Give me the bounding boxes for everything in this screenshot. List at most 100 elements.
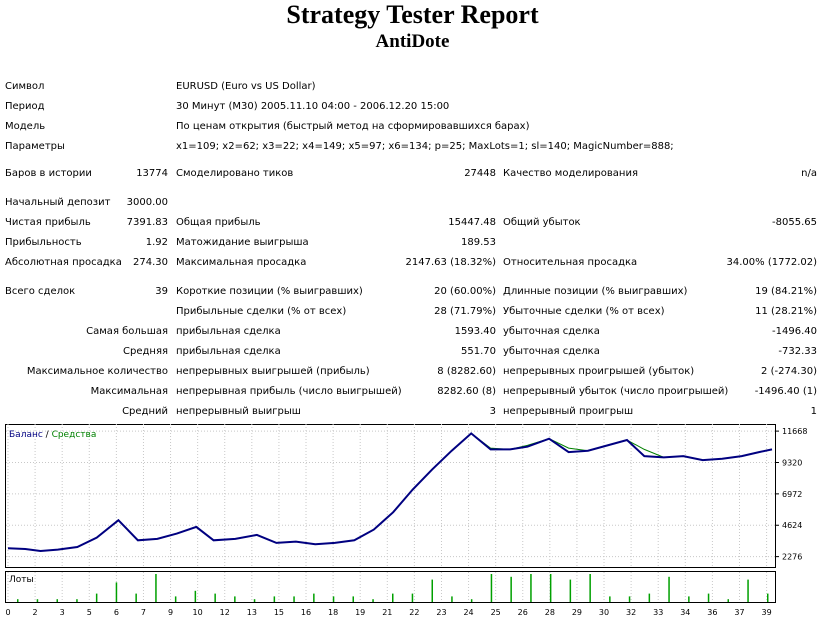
largest-loss-value: -1496.40 (772, 326, 817, 337)
bars-value: 13774 (136, 168, 168, 179)
net-profit-value: 7391.83 (126, 217, 168, 228)
info-label-period: Период (5, 101, 45, 112)
x-tick-label: 18 (328, 608, 338, 617)
profit-factor-value: 1.92 (145, 237, 168, 248)
lot-bar (115, 582, 118, 602)
report-title: Strategy Tester Report (286, 0, 539, 29)
lot-bar (135, 593, 137, 602)
y-tick-label: 6972 (782, 490, 802, 499)
largest-label: Самая большая (86, 326, 168, 337)
profit-factor-label: Прибыльность (5, 237, 82, 248)
average-loss-label: убыточная сделка (503, 346, 600, 357)
lot-bar (628, 596, 631, 602)
y-tick-label: 4624 (782, 521, 802, 530)
ticks-value: 27448 (464, 168, 496, 179)
avg-cons-wins-label: непрерывный выигрыш (176, 406, 301, 417)
info-label-symbol: Символ (5, 81, 45, 92)
gross-profit-label: Общая прибыль (176, 217, 261, 228)
avg-cons-losses-value: 1 (810, 406, 817, 417)
lot-bar (747, 579, 749, 602)
short-positions-value: 20 (60.00%) (434, 286, 496, 297)
abs-drawdown-label: Абсолютная просадка (5, 257, 122, 268)
largest-profit-value: 1593.40 (454, 326, 496, 337)
x-tick-label: 32 (626, 608, 636, 617)
lot-bar (589, 574, 591, 602)
expected-payoff-label: Матожидание выигрыша (176, 237, 309, 248)
max-count-label: Максимальное количество (26, 366, 168, 377)
max-cons-loss-value: -1496.40 (1) (754, 386, 817, 397)
lot-bar (569, 579, 572, 602)
max-cons-losses-label: непрерывных проигрышей (убыток) (503, 366, 695, 377)
avg-label: Средний (122, 406, 168, 417)
lot-bar (174, 596, 177, 602)
lot-bar (668, 576, 670, 602)
max-cons-profit-value: 8282.60 (8) (437, 386, 496, 397)
x-tick-label: 34 (680, 608, 690, 617)
x-tick-label: 39 (761, 608, 771, 617)
gross-profit-value: 15447.48 (448, 217, 496, 228)
lot-bar (707, 593, 710, 602)
max-cons-profit-label: непрерывная прибыль (число выигрышей) (176, 386, 402, 397)
gross-loss-value: -8055.65 (772, 217, 817, 228)
x-tick-label: 25 (491, 608, 501, 617)
net-profit-label: Чистая прибыль (5, 217, 91, 228)
balance-plot-frame (5, 424, 776, 568)
deposit-value: 3000.00 (126, 197, 168, 208)
long-positions-label: Длинные позиции (% выигравших) (503, 286, 688, 297)
average-loss-value: -732.33 (778, 346, 817, 357)
max-cons-wins-value: 8 (8282.60) (437, 366, 496, 377)
rel-drawdown-value: 34.00% (1772.02) (726, 257, 817, 268)
legend-separator: / (43, 430, 52, 440)
lot-bar (234, 596, 236, 602)
lot-bar (411, 593, 414, 602)
loss-trades-value: 11 (28.21%) (755, 306, 817, 317)
loss-trades-label: Убыточные сделки (% от всех) (503, 306, 665, 317)
lot-bar (490, 574, 493, 602)
x-tick-label: 23 (436, 608, 446, 617)
lot-bar (214, 593, 216, 602)
y-tick-label: 11668 (782, 427, 807, 436)
maximal-label: Максимальная (90, 386, 168, 397)
lot-bar (56, 599, 58, 602)
deposit-label: Начальный депозит (5, 197, 111, 208)
largest-profit-label: прибыльная сделка (176, 326, 281, 337)
expected-payoff-value: 189.53 (461, 237, 496, 248)
lot-bar (17, 599, 19, 602)
average-label: Средняя (123, 346, 168, 357)
x-tick-label: 6 (114, 608, 119, 617)
lot-bar (451, 596, 453, 602)
x-axis-ticks: 0 2 3 5 6 7 9 10 12 13 15 16 18 19 21 22 23 24 25 26 28 29 30 3… (5, 608, 771, 617)
x-tick-label: 28 (545, 608, 555, 617)
info-value-model: По ценам открытия (быстрый метод на сфор… (176, 121, 530, 132)
x-tick-label: 12 (220, 608, 230, 617)
max-cons-wins-label: непрерывных выигрышей (прибыль) (176, 366, 370, 377)
quality-label: Качество моделирования (503, 168, 638, 179)
bars-label: Баров в истории (5, 168, 92, 179)
x-tick-label: 5 (87, 608, 92, 617)
x-tick-label: 13 (247, 608, 257, 617)
lot-bar (155, 574, 157, 602)
chart-legend: Баланс / Средства (9, 430, 96, 440)
x-tick-label: 36 (707, 608, 717, 617)
balance-chart: Баланс / Средства Лоты 11668932069724624… (5, 424, 807, 617)
info-value-period: 30 Минут (M30) 2005.11.10 04:00 - 2006.1… (176, 101, 450, 112)
abs-drawdown-value: 274.30 (133, 257, 168, 268)
lot-bar (95, 593, 98, 602)
lot-bar (470, 599, 473, 602)
max-drawdown-value: 2147.63 (18.32%) (405, 257, 496, 268)
info-label-model: Модель (5, 121, 46, 132)
x-tick-label: 33 (653, 608, 663, 617)
x-tick-label: 22 (409, 608, 419, 617)
average-profit-label: прибыльная сделка (176, 346, 281, 357)
total-trades-label: Всего сделок (5, 286, 76, 297)
x-tick-label: 0 (5, 608, 10, 617)
max-drawdown-label: Максимальная просадка (176, 257, 307, 268)
lot-bar (609, 596, 611, 602)
x-tick-label: 21 (382, 608, 392, 617)
lot-bar (313, 593, 315, 602)
lot-bar (530, 574, 532, 602)
avg-cons-wins-value: 3 (489, 406, 496, 417)
lot-bar (767, 593, 769, 602)
lot-bar (727, 599, 729, 602)
legend-balance: Баланс (9, 430, 43, 440)
